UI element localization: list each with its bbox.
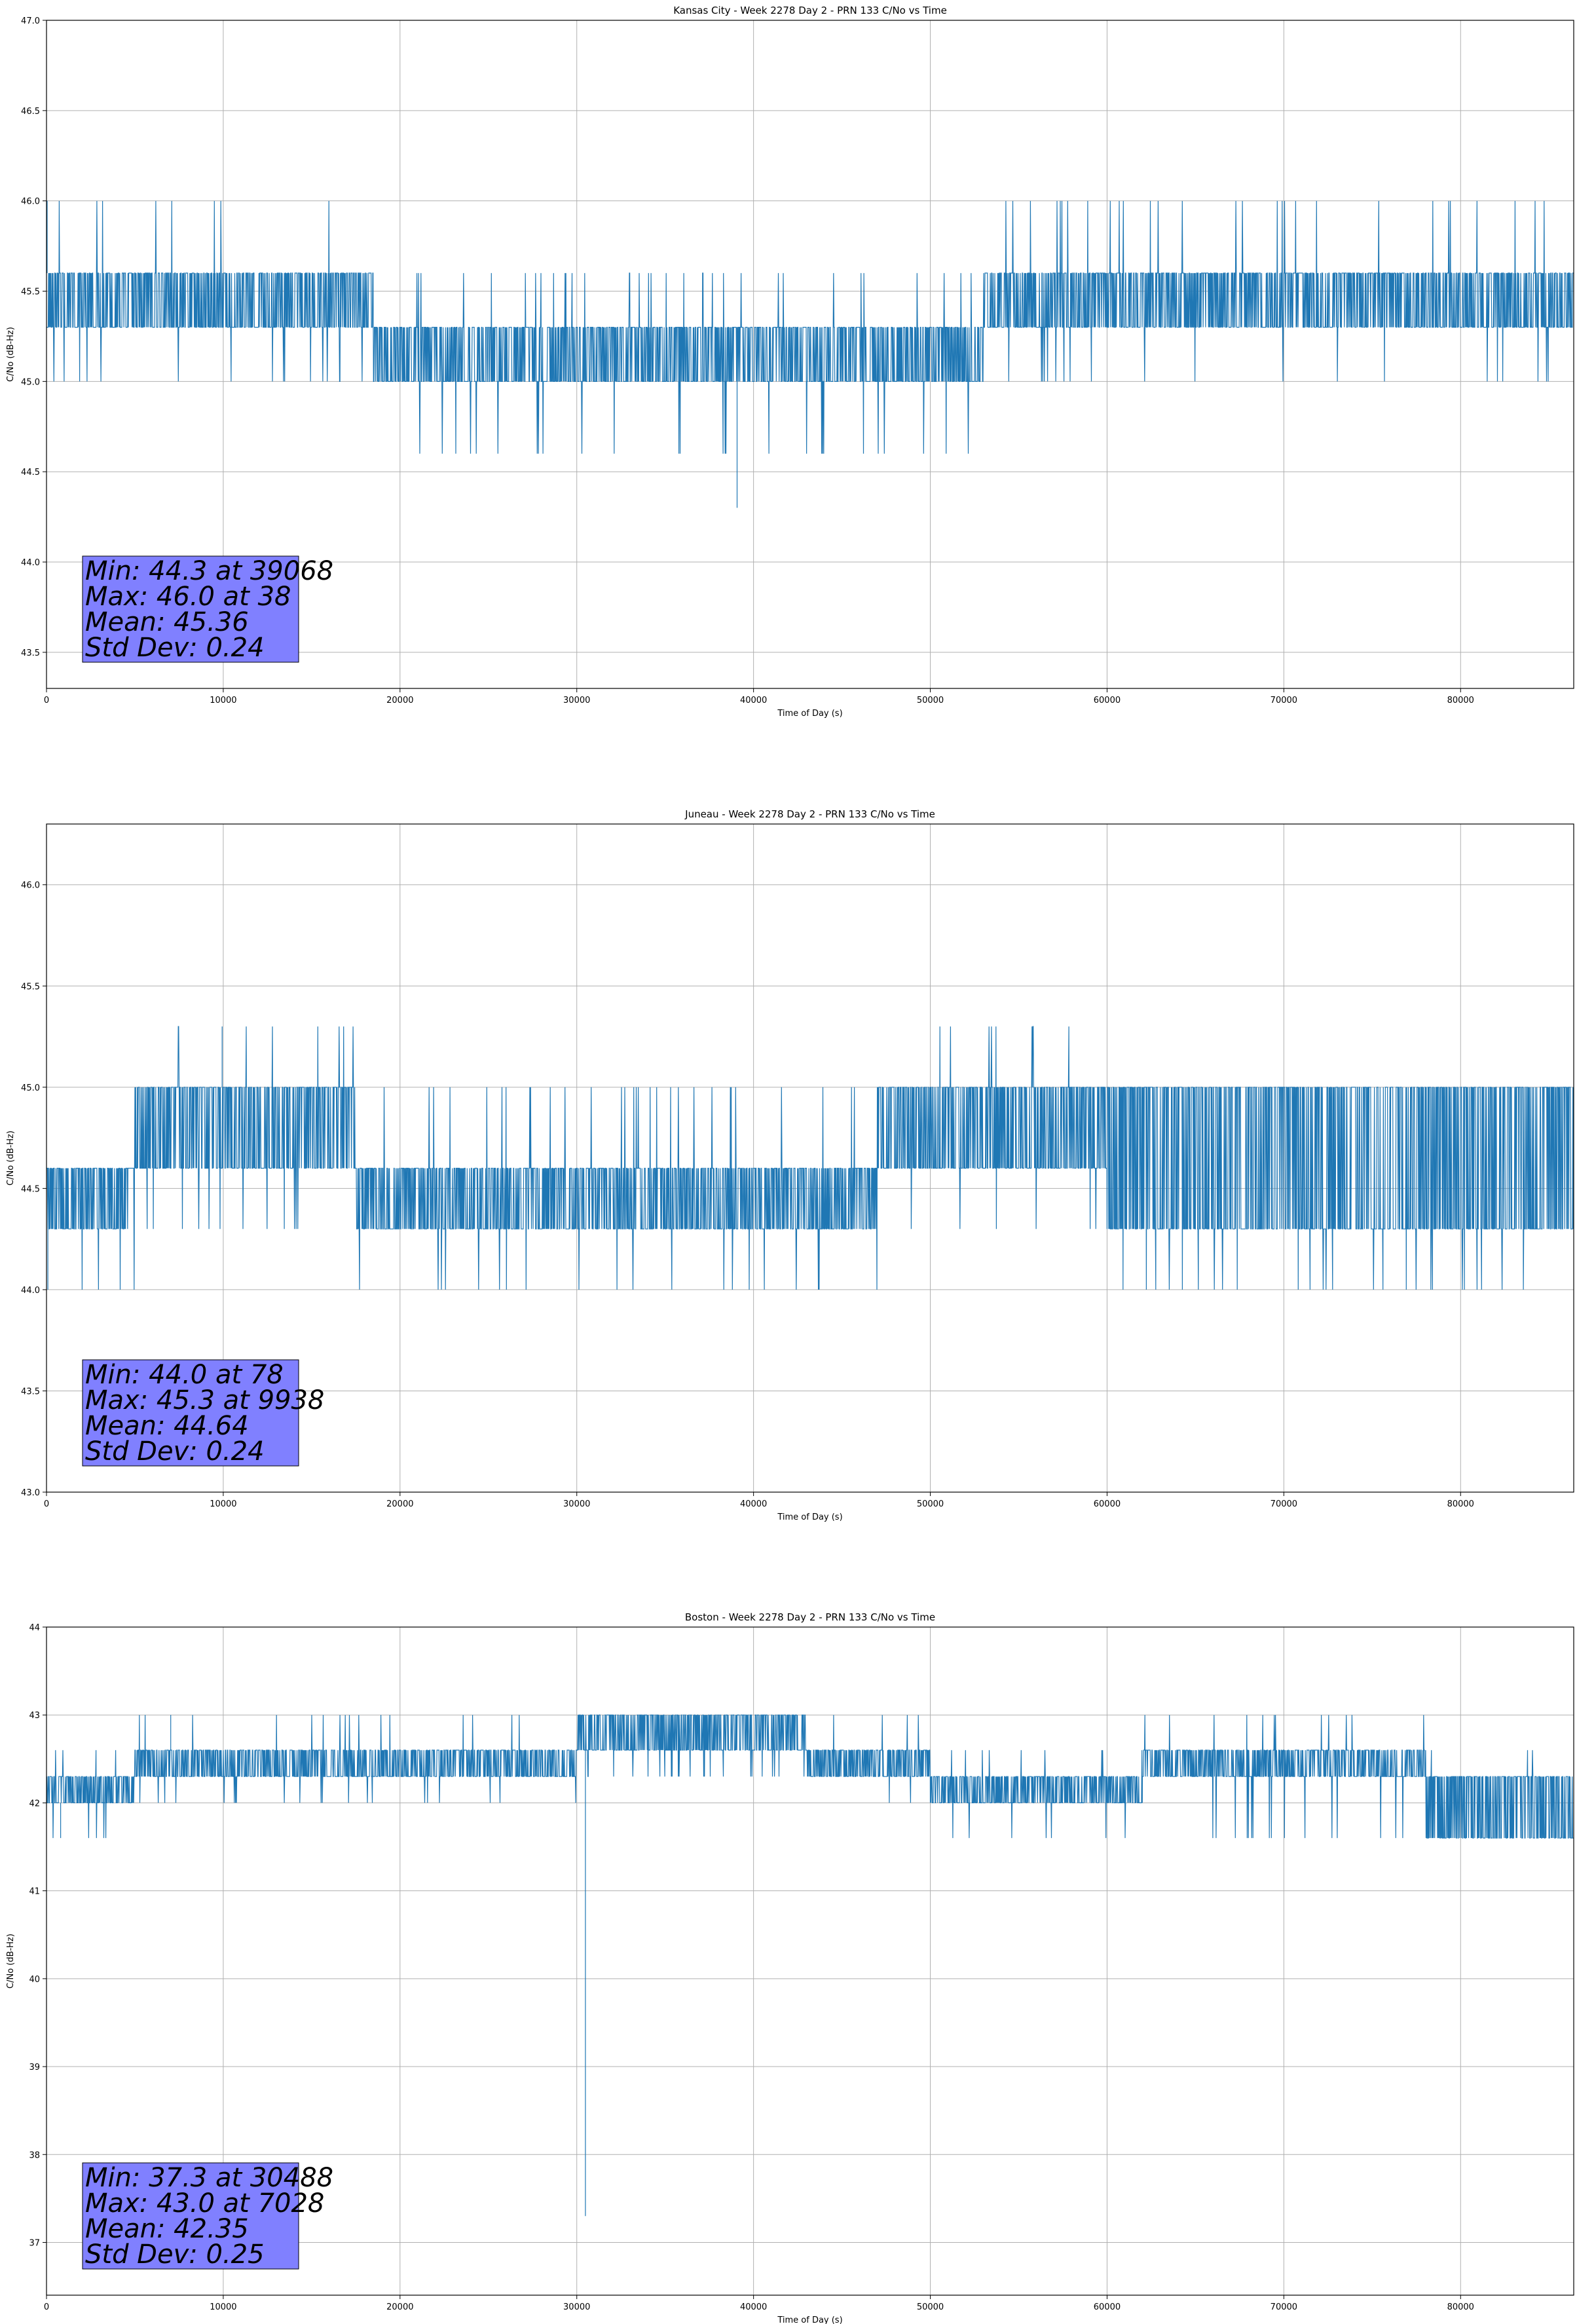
y-tick-label: 45.0 [21,1083,40,1093]
x-tick-label: 10000 [210,696,236,705]
y-tick-label: 44.5 [21,1184,40,1194]
cno-series-line [46,200,1574,454]
y-tick-label: 44.0 [21,558,40,568]
x-tick-label: 30000 [563,696,590,705]
y-axis-label: C/No (dB-Hz) [6,327,16,382]
y-tick-label: 40 [29,1975,40,1985]
y-tick-label: 42 [29,1799,40,1809]
x-tick-label: 10000 [210,2302,236,2312]
y-tick-label: 44.0 [21,1286,40,1296]
x-tick-label: 80000 [1447,696,1474,705]
chart-title: Boston - Week 2278 Day 2 - PRN 133 C/No … [685,1611,935,1623]
cno-series-line [46,1714,1574,1839]
x-tick-label: 40000 [740,1499,767,1509]
x-tick-label: 20000 [386,1499,413,1509]
stat-std: Std Dev: 0.24 [85,633,265,663]
subplot-3: 0 10000 20000 30000 40000 50000 60000 70000 8000… [6,1611,1574,2324]
y-tick-label: 45.0 [21,377,40,387]
x-axis-label: Time of Day (s) [777,2315,842,2324]
x-tick-label: 70000 [1271,696,1297,705]
plot-frame [46,823,1574,1493]
stat-mean: Mean: 45.36 [85,607,249,637]
y-axis-label: C/No (dB-Hz) [6,1934,16,1989]
x-tick-label: 0 [44,696,49,705]
stat-min: Min: 44.3 at 39068 [85,556,333,586]
x-tick-label: 0 [44,2302,49,2312]
x-tick-label: 60000 [1094,696,1121,705]
y-tick-label: 38 [29,2150,40,2160]
x-tick-label: 70000 [1271,2302,1297,2312]
y-tick-label: 43 [29,1711,40,1721]
y-tick-label: 39 [29,2063,40,2072]
x-tick-label: 60000 [1094,1499,1121,1509]
x-tick-label: 30000 [563,2302,590,2312]
y-tick-label: 44.5 [21,468,40,478]
y-tick-label: 44 [29,1623,40,1633]
y-tick-label: 43.5 [21,648,40,658]
x-tick-label: 80000 [1447,2302,1474,2312]
stat-max: Max: 45.3 at 9938 [85,1385,324,1415]
x-tick-label: 30000 [563,1499,590,1509]
x-tick-label: 50000 [917,2302,944,2312]
x-tick-label: 20000 [386,2302,413,2312]
x-tick-label: 80000 [1447,1499,1474,1509]
y-tick-label: 37 [29,2238,40,2248]
x-tick-label: 10000 [210,1499,236,1509]
stat-std: Std Dev: 0.25 [85,2240,265,2270]
stat-std: Std Dev: 0.24 [85,1436,265,1467]
chart-title: Juneau - Week 2278 Day 2 - PRN 133 C/No … [684,808,935,820]
y-tick-label: 43.0 [21,1488,40,1498]
plot-frame [46,1626,1574,2296]
plot-frame [46,20,1574,689]
stat-mean: Mean: 44.64 [85,1411,249,1441]
y-tick-label: 43.5 [21,1387,40,1396]
y-tick-label: 45.5 [21,982,40,992]
x-tick-label: 50000 [917,696,944,705]
stats-box [82,2162,299,2270]
y-tick-label: 46.0 [21,197,40,207]
y-tick-label: 45.5 [21,288,40,297]
subplot-2: 0 10000 20000 30000 40000 50000 60000 70000 8000… [6,808,1574,1522]
x-tick-label: 50000 [917,1499,944,1509]
x-axis-label: Time of Day (s) [777,1512,842,1522]
stat-mean: Mean: 42.35 [85,2214,249,2244]
stats-box [82,1359,299,1467]
x-axis-label: Time of Day (s) [777,709,842,719]
y-axis-label: C/No (dB-Hz) [6,1131,16,1186]
stat-min: Min: 44.0 at 78 [85,1360,284,1390]
stat-max: Max: 43.0 at 7028 [85,2188,324,2219]
y-tick-label: 47.0 [21,16,40,26]
subplot-1: 0 10000 20000 30000 40000 50000 60000 70000 8000… [6,5,1574,719]
x-tick-label: 0 [44,1499,49,1509]
stats-box [82,555,299,663]
chart-title: Kansas City - Week 2278 Day 2 - PRN 133 … [673,5,947,16]
x-tick-label: 70000 [1271,1499,1297,1509]
stat-min: Min: 37.3 at 30488 [85,2163,333,2193]
cno-series-line [46,1026,1574,1290]
x-tick-label: 40000 [740,696,767,705]
y-tick-label: 46.0 [21,881,40,891]
y-tick-label: 41 [29,1887,40,1897]
x-tick-label: 60000 [1094,2302,1121,2312]
y-tick-label: 46.5 [21,107,40,117]
stat-max: Max: 46.0 at 38 [85,582,291,612]
x-tick-label: 20000 [386,696,413,705]
x-tick-label: 40000 [740,2302,767,2312]
